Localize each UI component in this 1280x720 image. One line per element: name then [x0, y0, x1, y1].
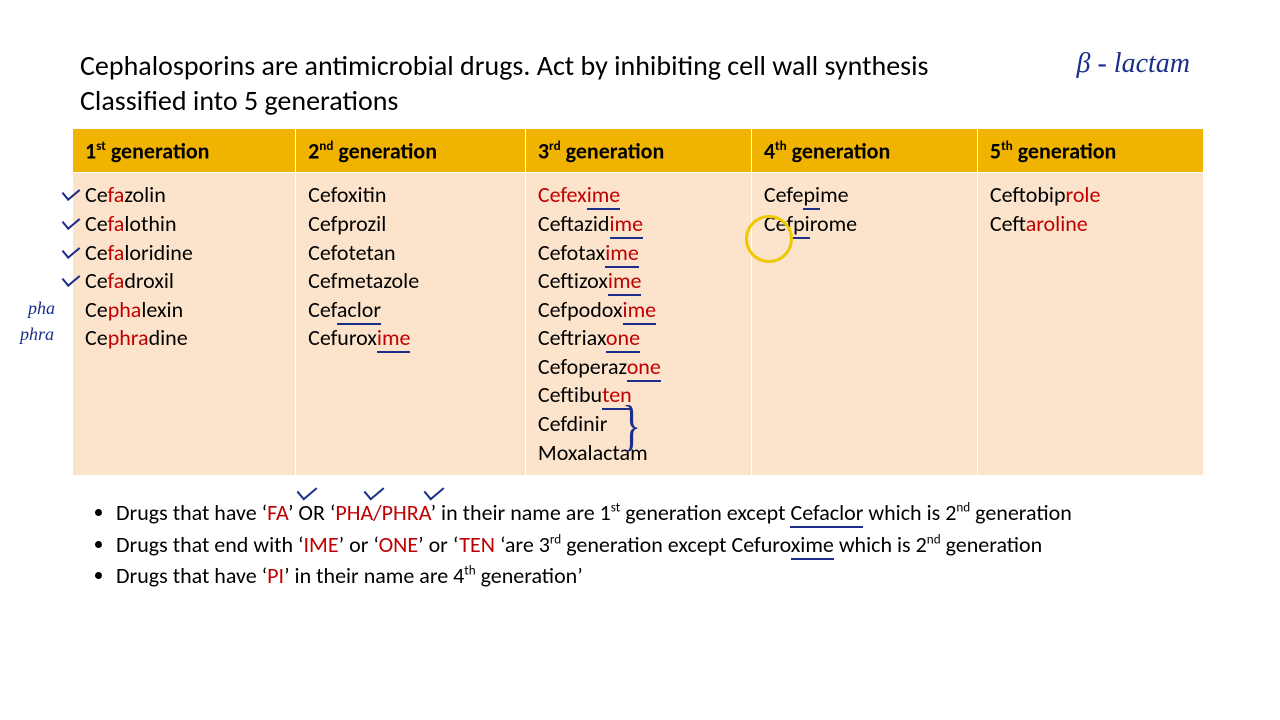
drug-name: Cefprozil [308, 210, 513, 239]
drug-name: Cefazolin [85, 181, 283, 210]
column-header: 1st generation [73, 129, 296, 173]
drug-name: Cefaclor [308, 296, 513, 325]
note-3: Drugs that have ‘PI’ in their name are 4… [116, 561, 1072, 591]
drug-name: Cefotaxime [538, 239, 739, 268]
drug-name: Ceftizoxime [538, 267, 739, 296]
column-header: 3rd generation [525, 129, 751, 173]
cell-gen5: CeftobiproleCeftaroline [977, 173, 1203, 476]
drug-name: Ceftriaxone [538, 324, 739, 353]
handwriting-pha: pha [28, 298, 55, 319]
drug-name: Cefepime [764, 181, 965, 210]
title-line-1: Cephalosporins are antimicrobial drugs. … [80, 48, 928, 83]
yellow-circle-annotation [745, 215, 793, 263]
drug-name: Cefoxitin [308, 181, 513, 210]
title-line-2: Classified into 5 generations [80, 83, 398, 118]
column-header: 2nd generation [296, 129, 526, 173]
drug-name: Cefaloridine [85, 239, 283, 268]
drug-name: Ceftaroline [990, 210, 1191, 239]
drug-name: Cefpirome [764, 210, 965, 239]
drug-name: Ceftazidime [538, 210, 739, 239]
column-header: 4th generation [751, 129, 977, 173]
table-header-row: 1st generation2nd generation3rd generati… [73, 129, 1204, 173]
handwriting-beta-lactam: β - lactam [1077, 48, 1190, 80]
column-header: 5th generation [977, 129, 1203, 173]
cell-gen4: CefepimeCefpirome [751, 173, 977, 476]
drug-name: Cefpodoxime [538, 296, 739, 325]
drug-name: Cefexime [538, 181, 739, 210]
cell-gen2: CefoxitinCefprozilCefotetanCefmetazoleCe… [296, 173, 526, 476]
brace-annotation: } [622, 398, 641, 454]
page-title: Cephalosporins are antimicrobial drugs. … [80, 48, 928, 118]
notes-block: Drugs that have ‘FA’ OR ‘PHA/PHRA’ in th… [88, 496, 1072, 593]
drug-name: Cefalothin [85, 210, 283, 239]
drug-name: Cefotetan [308, 239, 513, 268]
note-2: Drugs that end with ‘IME’ or ‘ONE’ or ‘T… [116, 530, 1072, 560]
drug-name: Cephradine [85, 324, 283, 353]
drug-name: Cefadroxil [85, 267, 283, 296]
handwriting-phra: phra [20, 324, 54, 345]
drug-name: Cefmetazole [308, 267, 513, 296]
cell-gen1: CefazolinCefalothinCefaloridineCefadroxi… [73, 173, 296, 476]
drug-name: Cephalexin [85, 296, 283, 325]
drug-name: Ceftobiprole [990, 181, 1191, 210]
drug-name: Cefuroxime [308, 324, 513, 353]
drug-name: Cefoperazone [538, 353, 739, 382]
note-1: Drugs that have ‘FA’ OR ‘PHA/PHRA’ in th… [116, 498, 1072, 528]
